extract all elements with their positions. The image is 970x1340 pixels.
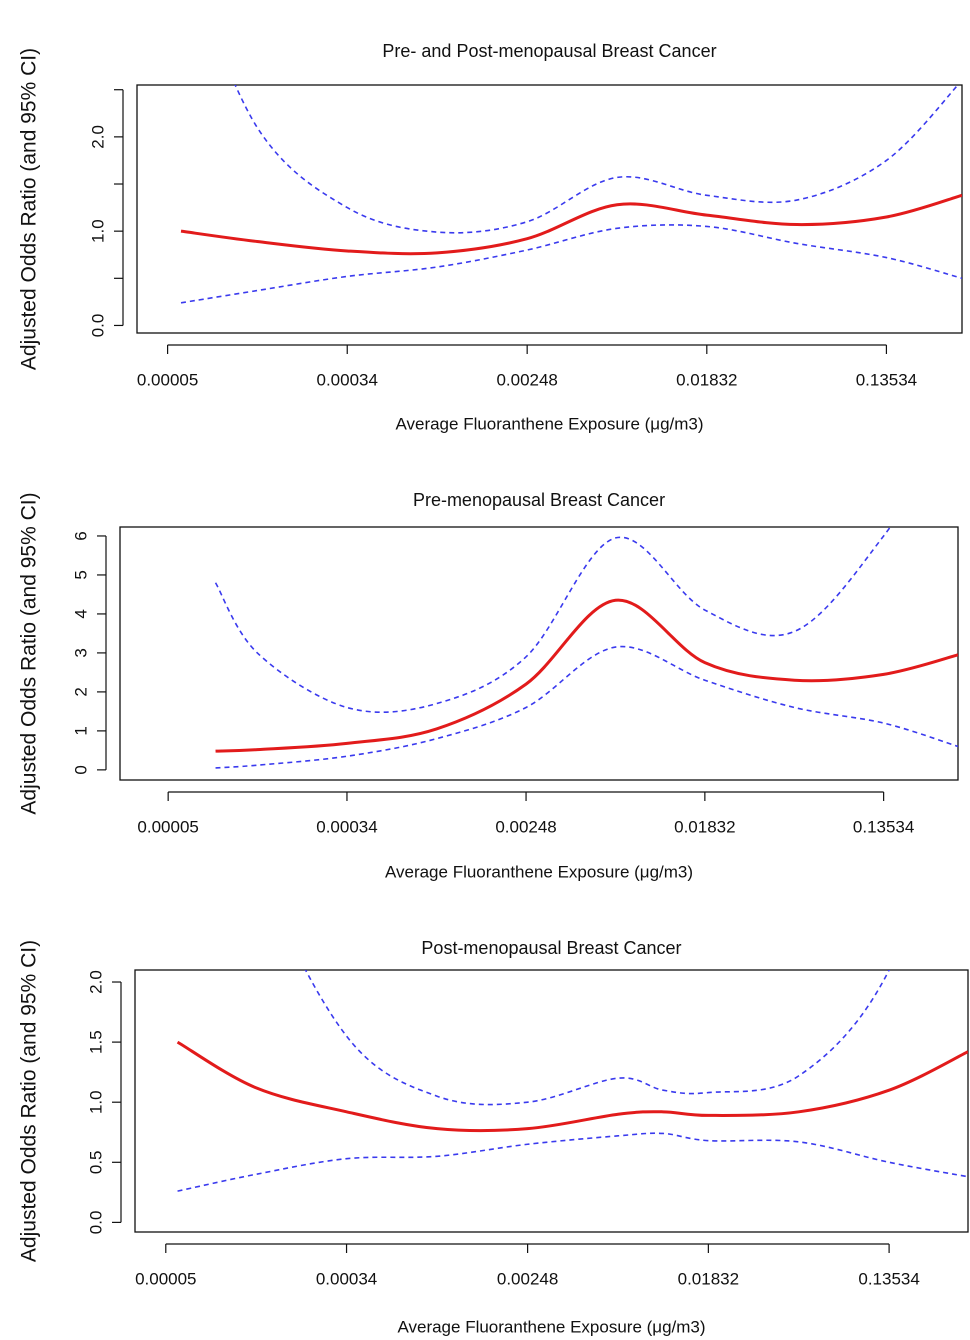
y-axis-label: Adjusted Odds Ratio (and 95% CI) [18, 940, 41, 1262]
panel: Pre-menopausal Breast Cancer Average Fluo… [18, 490, 959, 881]
ci-line [304, 970, 890, 1106]
x-tick-label: 0.01832 [674, 817, 735, 836]
x-tick-label: 0.00034 [317, 370, 378, 389]
x-tick-label: 0.13534 [856, 370, 917, 389]
y-tick-label: 0.0 [88, 314, 107, 338]
fit-line [176, 1040, 968, 1133]
x-axis-label: Average Fluoranthene Exposure (μg/m3) [395, 414, 703, 433]
chart-title: Pre- and Post-menopausal Breast Cancer [382, 41, 716, 61]
panel: Pre- and Post-menopausal Breast Cancer Av… [18, 41, 963, 433]
y-axis-label: Adjusted Odds Ratio (and 95% CI) [18, 48, 41, 370]
y-tick-label: 1.0 [86, 1090, 105, 1114]
y-tick-label: 0 [71, 765, 90, 774]
plot-box [134, 969, 969, 1233]
x-tick-label: 0.13534 [858, 1269, 919, 1288]
chart-title: Pre-menopausal Breast Cancer [413, 490, 665, 510]
y-axis-label: Adjusted Odds Ratio (and 95% CI) [18, 492, 41, 814]
ci-line [214, 527, 892, 714]
y-tick-label: 6 [71, 531, 90, 540]
ci-line [215, 645, 958, 769]
x-tick-label: 0.01832 [676, 370, 737, 389]
x-axis-label: Average Fluoranthene Exposure (μg/m3) [397, 1317, 705, 1336]
y-tick-label: 0.0 [86, 1211, 105, 1235]
x-tick-label: 0.00005 [137, 817, 198, 836]
x-tick-label: 0.00005 [135, 1269, 196, 1288]
y-tick-label: 1 [71, 726, 90, 735]
y-tick-label: 2 [71, 687, 90, 696]
fit-line [180, 193, 962, 256]
x-tick-label: 0.01832 [678, 1269, 739, 1288]
x-tick-label: 0.00248 [496, 370, 557, 389]
x-tick-label: 0.13534 [853, 817, 914, 836]
plot-box [136, 84, 963, 334]
ci-line [180, 224, 962, 304]
y-tick-label: 5 [71, 570, 90, 579]
x-tick-label: 0.00034 [316, 1269, 377, 1288]
y-tick-label: 1.0 [88, 219, 107, 243]
plot-box [119, 526, 959, 781]
x-tick-label: 0.00034 [316, 817, 377, 836]
y-tick-label: 2.0 [86, 970, 105, 994]
y-tick-label: 4 [71, 609, 90, 618]
x-tick-label: 0.00248 [495, 817, 556, 836]
ci-line [177, 1132, 968, 1192]
y-tick-label: 1.5 [86, 1030, 105, 1054]
y-tick-label: 2.0 [88, 125, 107, 149]
x-axis-label: Average Fluoranthene Exposure (μg/m3) [385, 862, 693, 881]
y-tick-label: 0.5 [86, 1150, 105, 1174]
y-tick-label: 3 [71, 648, 90, 657]
panel: Post-menopausal Breast Cancer Average Flu… [18, 938, 969, 1336]
chart-title: Post-menopausal Breast Cancer [421, 938, 681, 958]
fit-line [215, 598, 958, 753]
x-tick-label: 0.00248 [497, 1269, 558, 1288]
x-tick-label: 0.00005 [137, 370, 198, 389]
ci-line [234, 85, 959, 234]
